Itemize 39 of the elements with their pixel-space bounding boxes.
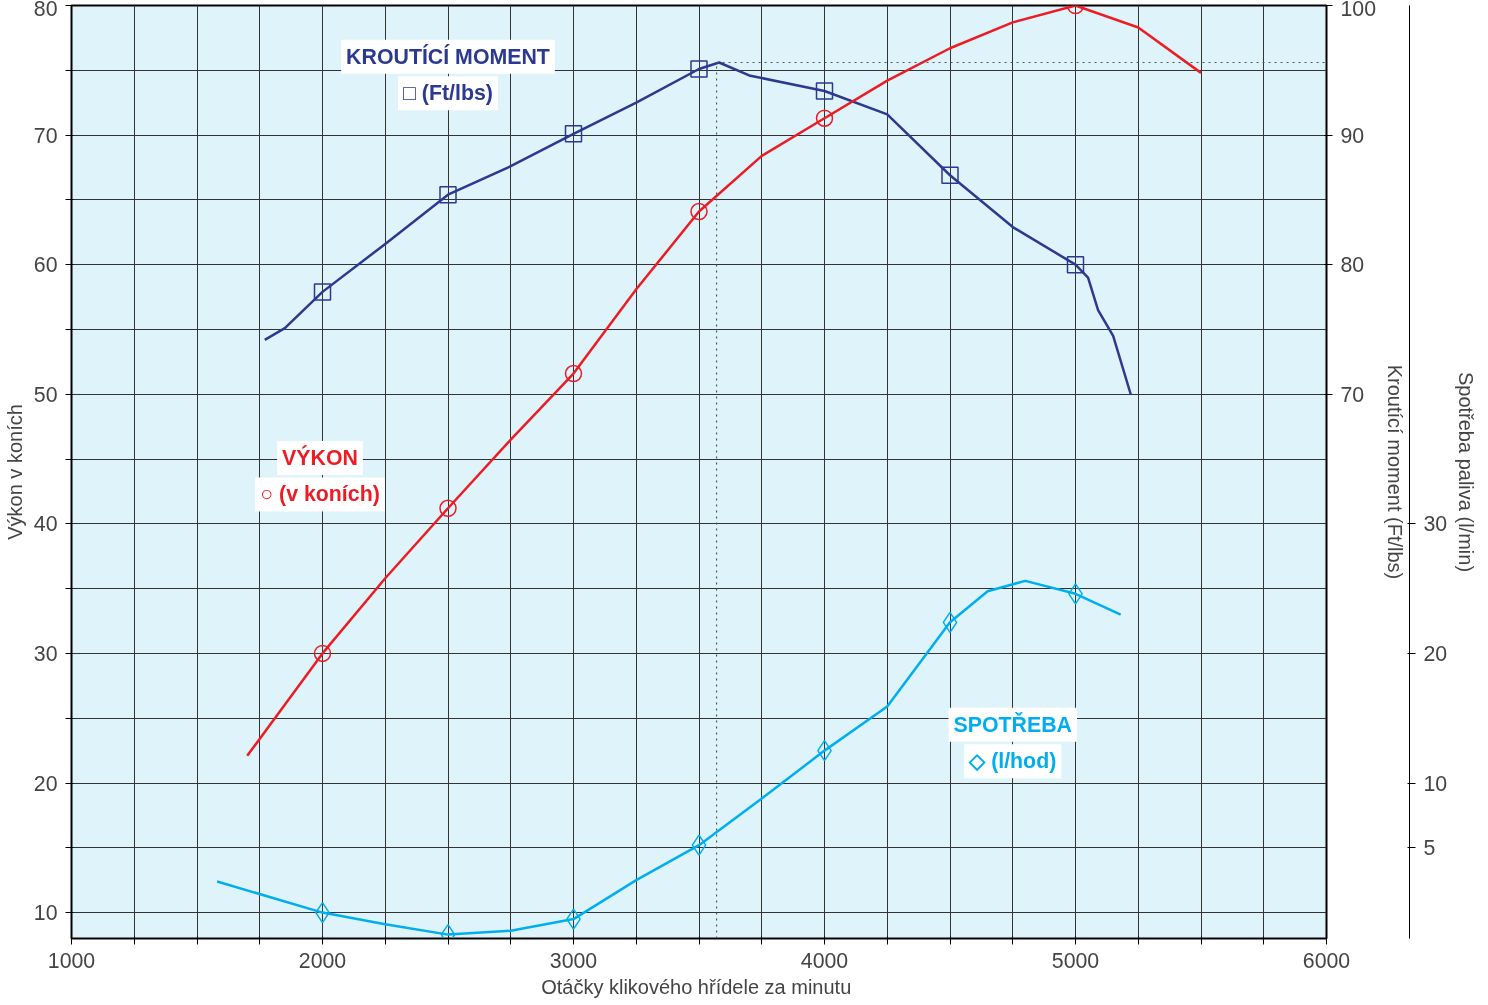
annotation: □ (Ft/lbs) bbox=[403, 81, 493, 106]
x-tick-label: 6000 bbox=[1302, 948, 1351, 973]
y3-tick-label: 5 bbox=[1423, 836, 1436, 861]
y-tick-label: 40 bbox=[33, 512, 58, 537]
y2-tick-label: 90 bbox=[1340, 123, 1365, 148]
x-tick-label: 3000 bbox=[549, 948, 598, 973]
annotation: ◇ (l/hod) bbox=[968, 749, 1057, 774]
y3-tick-label: 30 bbox=[1423, 512, 1448, 537]
x-tick-label: 1000 bbox=[47, 948, 96, 973]
y2-tick-label: 100 bbox=[1340, 0, 1377, 21]
y-tick-label: 20 bbox=[33, 771, 58, 796]
annotation: ○ (v koních) bbox=[260, 482, 380, 507]
y-tick-label: 60 bbox=[33, 253, 58, 278]
y3-tick-label: 10 bbox=[1423, 771, 1448, 796]
y-tick-label: 80 bbox=[33, 0, 58, 21]
y-tick-label: 70 bbox=[33, 123, 58, 148]
point bbox=[564, 364, 583, 383]
y-tick-label: 50 bbox=[33, 382, 58, 407]
y-tick-label: 10 bbox=[33, 901, 58, 926]
line-series bbox=[215, 579, 1122, 936]
x-axis-title: Otáčky klikového hřídele za minutu bbox=[541, 975, 852, 998]
y-tick-label: 30 bbox=[33, 641, 58, 666]
annotation: SPOTŘEBA bbox=[953, 711, 1073, 737]
point bbox=[690, 202, 708, 221]
y3-axis-title: Spotřeba paliva (l/min) bbox=[1455, 371, 1478, 573]
x-tick-label: 5000 bbox=[1051, 948, 1100, 973]
point bbox=[815, 109, 834, 127]
y3-tick-label: 20 bbox=[1423, 641, 1448, 666]
y2-tick-label: 80 bbox=[1340, 253, 1365, 278]
point bbox=[691, 834, 707, 856]
x-tick-label: 4000 bbox=[800, 948, 849, 973]
y-axis-title: Výkon v koních bbox=[3, 404, 26, 540]
y2-tick-label: 70 bbox=[1340, 382, 1365, 407]
y2-axis-title: Kroutící moment (Ft/lbs) bbox=[1384, 364, 1407, 580]
annotation: KROUTÍCÍ MOMENT bbox=[346, 43, 550, 69]
point bbox=[313, 644, 332, 663]
annotation: VÝKON bbox=[282, 445, 358, 471]
point bbox=[439, 499, 457, 518]
x-tick-label: 2000 bbox=[298, 948, 347, 973]
